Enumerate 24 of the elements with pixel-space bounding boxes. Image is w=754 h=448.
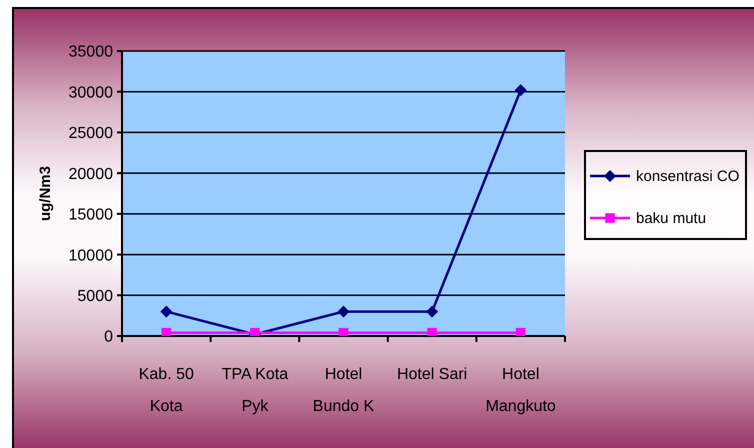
y-tick-label: 0 xyxy=(104,328,114,346)
point xyxy=(514,84,527,96)
point xyxy=(338,328,348,336)
x-tick-label: Hotel Bundo K xyxy=(312,366,375,415)
x-tick-label: Hotel Mangkuto xyxy=(486,366,556,415)
point xyxy=(516,328,526,336)
x-tick-label: TPA Kota Pyk xyxy=(222,366,288,415)
point xyxy=(160,306,172,318)
y-tick-label: 15000 xyxy=(68,206,114,224)
point xyxy=(426,306,438,318)
legend-label: baku mutu xyxy=(636,210,706,226)
point xyxy=(162,328,172,336)
y-tick-label: 5000 xyxy=(77,288,114,305)
point xyxy=(427,328,437,336)
y-axis-title: ug/Nm3 xyxy=(36,166,54,222)
point xyxy=(338,306,350,318)
x-tick-label: Hotel Sari xyxy=(396,366,468,383)
y-tick-label: 35000 xyxy=(68,44,114,61)
y-tick-label: 10000 xyxy=(68,247,114,264)
y-tick-label: 25000 xyxy=(68,125,114,142)
y-tick-label: 20000 xyxy=(68,166,114,183)
y-tick-label: 30000 xyxy=(68,84,114,102)
x-tick-label: Kab. 50 Kota xyxy=(138,366,194,415)
legend-label: konsentrasi CO xyxy=(636,168,740,184)
